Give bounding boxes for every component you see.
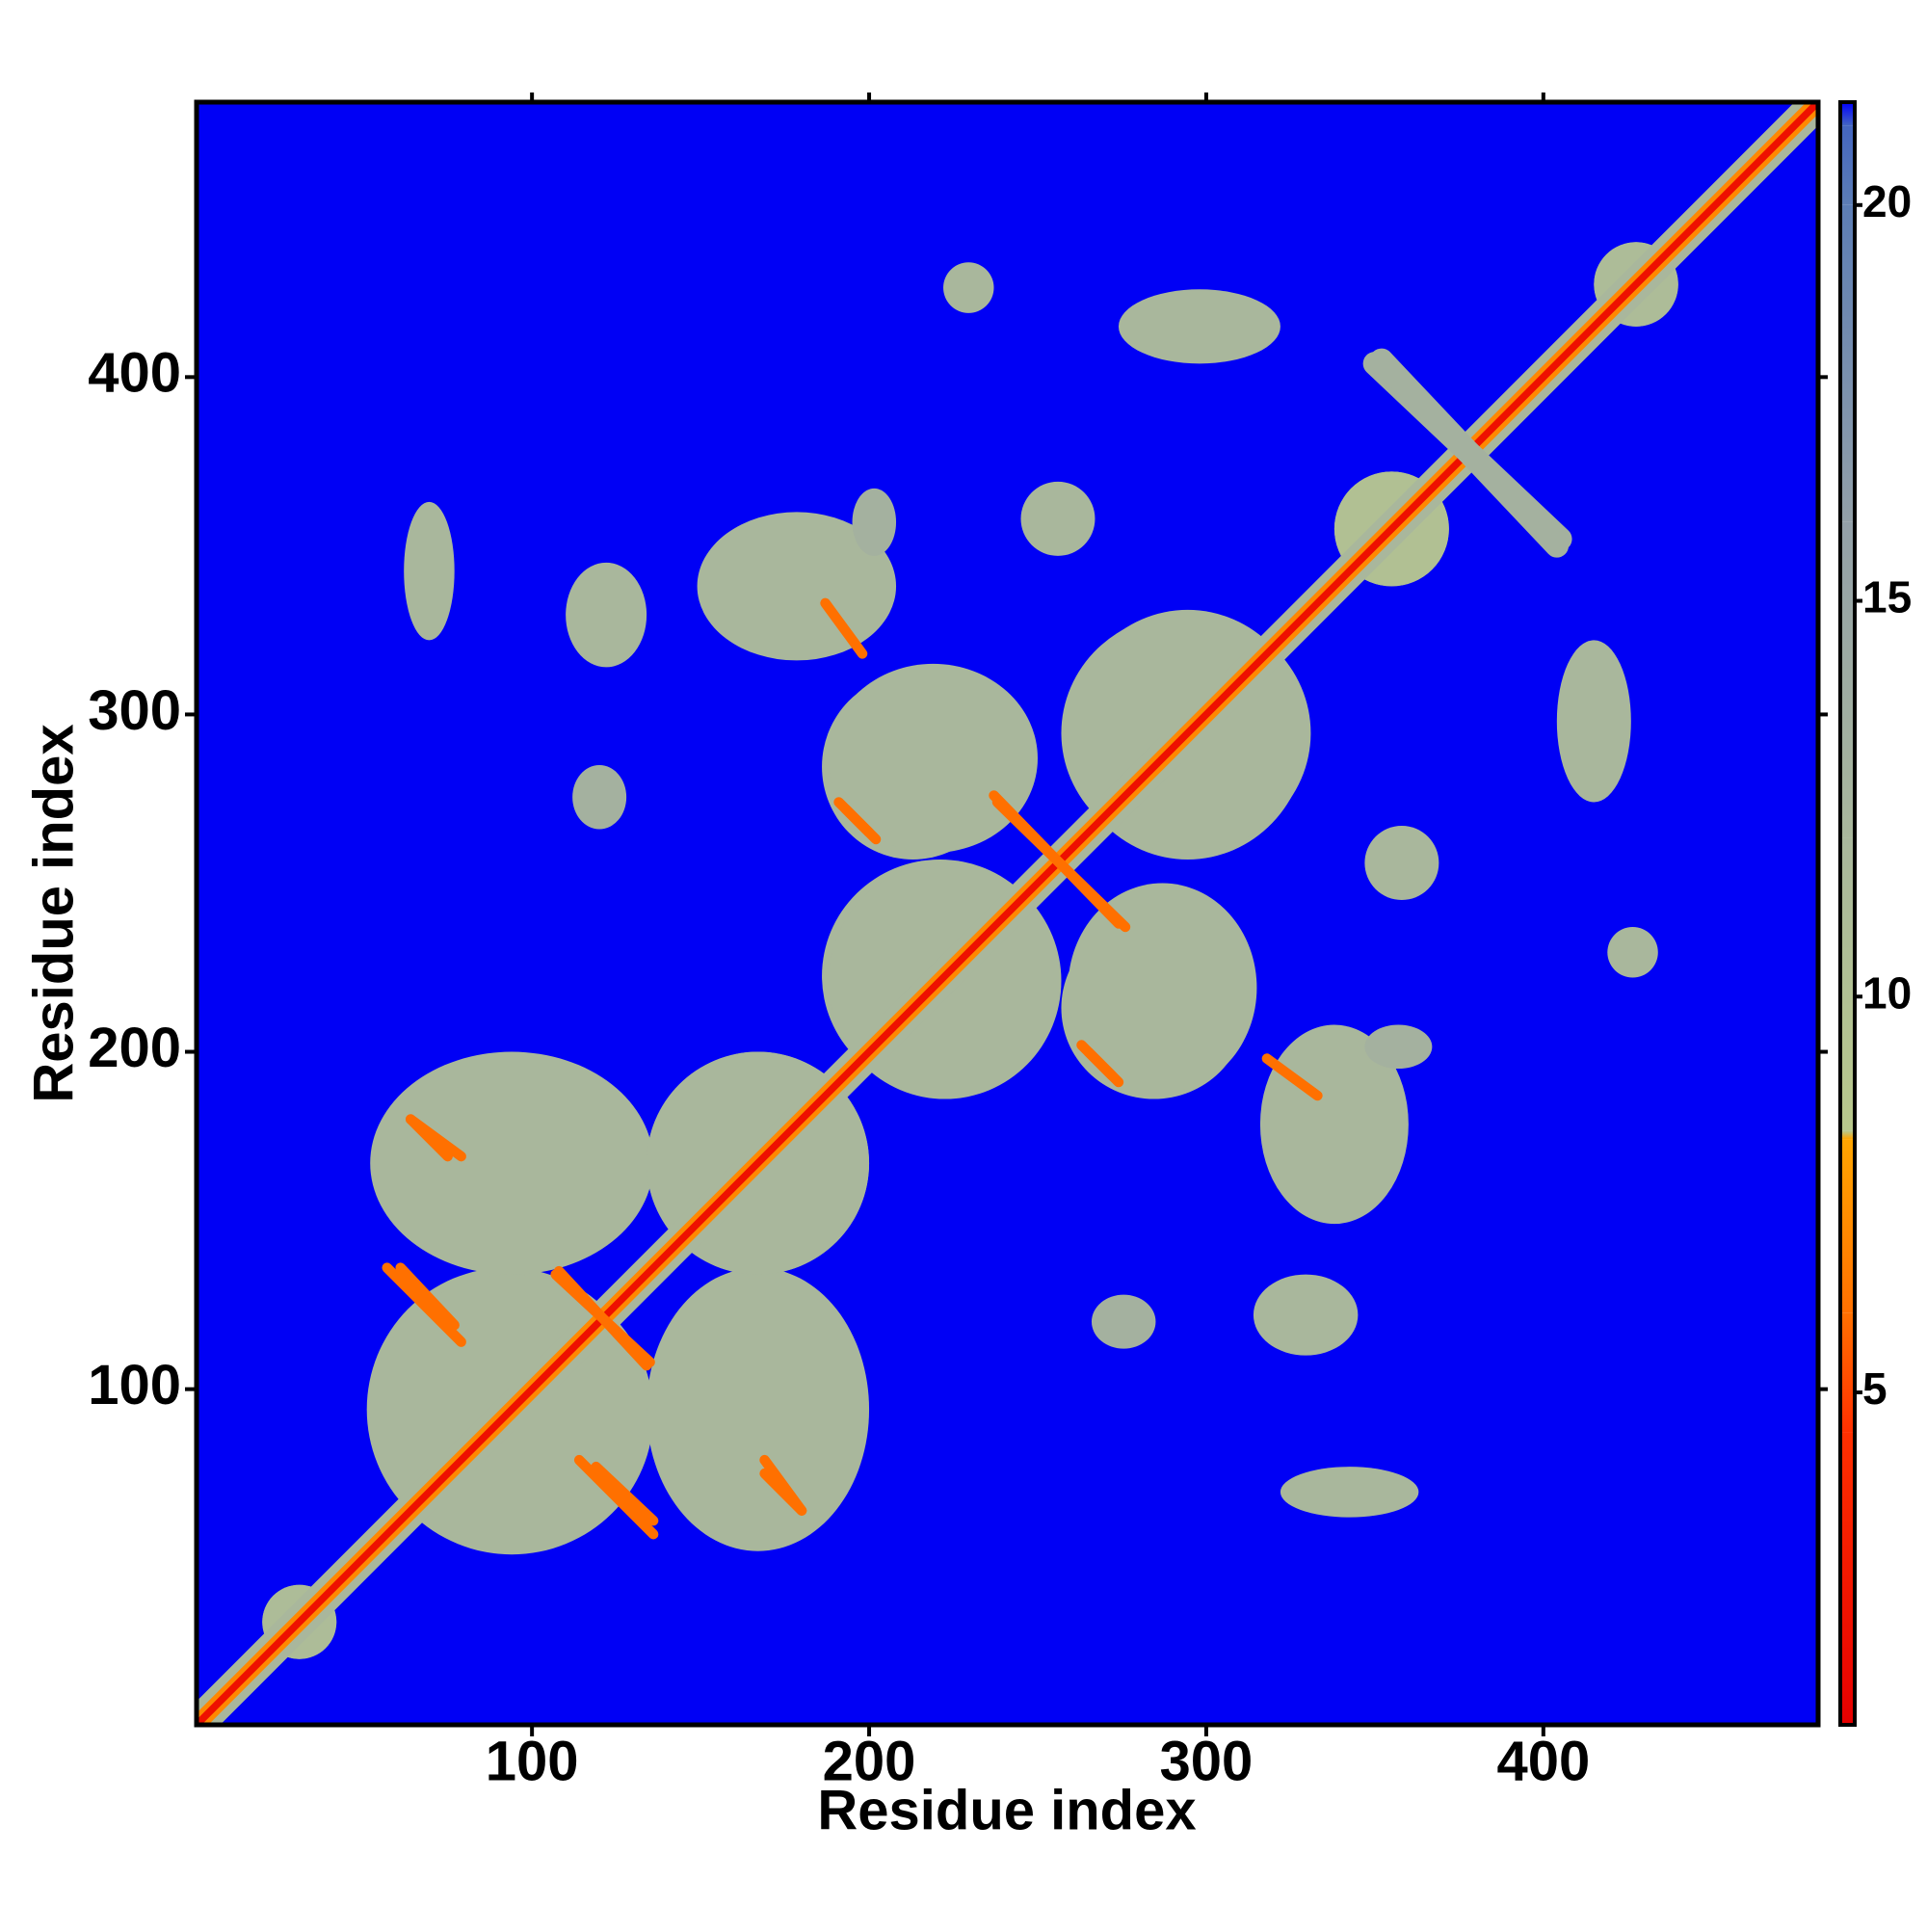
y-tick-label: 100 <box>88 1354 181 1416</box>
y-tick-label: 300 <box>88 679 181 742</box>
contact-patch <box>572 764 627 830</box>
y-axis-title: Residue index <box>22 724 85 1102</box>
colorbar-tick-label: 20 <box>1862 176 1912 226</box>
contact-patch <box>1091 1294 1156 1349</box>
contact-patch <box>1280 1467 1419 1518</box>
diagonal-band <box>197 102 1818 1725</box>
contact-streak <box>1261 1053 1323 1101</box>
x-axis-title: Residue index <box>817 1779 1196 1841</box>
colorbar-segment <box>1840 125 1855 205</box>
colorbar-segment <box>1840 521 1855 838</box>
x-tick-label: 200 <box>823 1730 916 1792</box>
contact-patch <box>1118 289 1280 364</box>
colorbar-segment <box>1840 102 1855 126</box>
contact-patch <box>1253 1274 1359 1356</box>
contact-patch <box>1556 640 1631 803</box>
contact-patch <box>566 562 647 668</box>
contact-streak <box>1369 348 1570 558</box>
contact-patch <box>647 1267 870 1551</box>
contact-patch <box>1364 825 1439 900</box>
contact-streak <box>395 1262 460 1331</box>
contact-patch <box>370 1051 654 1275</box>
x-tick-label: 300 <box>1160 1730 1254 1792</box>
contact-streak <box>820 597 868 659</box>
colorbar-segment <box>1840 1432 1855 1725</box>
contact-streak <box>759 1454 807 1516</box>
contact-streak <box>833 797 882 845</box>
contact-streak <box>1076 1040 1124 1088</box>
colorbar-segment <box>1840 1139 1855 1313</box>
contact-patch <box>852 488 897 556</box>
contact-patch <box>943 262 994 313</box>
contact-patch <box>1068 883 1257 1093</box>
y-tick-label: 200 <box>88 1017 181 1079</box>
contact-streak <box>382 1262 466 1347</box>
contact-patch <box>829 663 1038 853</box>
contact-patch <box>1020 481 1095 556</box>
plot-frame <box>194 99 1821 1728</box>
contact-streak <box>550 1269 655 1367</box>
y-tick-label: 400 <box>88 342 181 405</box>
colorbar-segment <box>1840 837 1855 1131</box>
colorbar-segment <box>1840 1312 1855 1433</box>
colorbar-tick-label: 15 <box>1862 572 1912 622</box>
contact-streak <box>991 797 1131 933</box>
contact-streak <box>573 1454 659 1540</box>
colorbar-segment <box>1840 1130 1855 1140</box>
x-tick-label: 400 <box>1496 1730 1590 1792</box>
contact-patch <box>1607 927 1658 978</box>
contact-streak <box>591 1461 659 1526</box>
contact-patch <box>404 501 455 641</box>
plot-area <box>197 102 1818 1725</box>
colorbar-frame <box>1838 100 1857 1727</box>
contact-patch <box>1364 1024 1433 1070</box>
colorbar-segment <box>1840 204 1855 522</box>
contact-streak <box>405 1114 466 1162</box>
colorbar-tick-label: 5 <box>1862 1363 1887 1414</box>
colorbar-tick-label: 10 <box>1862 967 1912 1018</box>
x-tick-label: 100 <box>486 1730 579 1792</box>
